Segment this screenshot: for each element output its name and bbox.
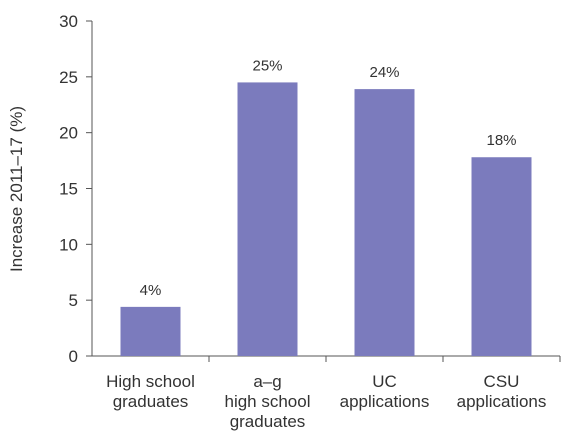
data-label: 4% <box>140 282 162 299</box>
data-labels: 4% 25% 24% 18% <box>140 57 517 298</box>
y-tick-label: 5 <box>69 291 78 310</box>
y-tick-label: 30 <box>59 12 78 31</box>
x-tick-label: a–g high school graduates <box>224 372 310 431</box>
bar <box>237 82 298 357</box>
y-tick-label: 0 <box>69 347 78 366</box>
x-tick-label-line: High school <box>106 372 195 391</box>
bar <box>354 89 415 356</box>
x-tick-label: UC applications <box>340 372 430 411</box>
x-tick-label-line: CSU <box>484 372 520 391</box>
bar <box>471 157 532 356</box>
x-tick-label: High school graduates <box>106 372 195 411</box>
x-tick-label-line: applications <box>340 392 430 411</box>
x-tick-label-line: graduates <box>113 392 189 411</box>
x-tick-label-line: UC <box>372 372 397 391</box>
y-tick-label: 20 <box>59 124 78 143</box>
x-tick-label-line: graduates <box>230 412 306 431</box>
x-tick-label-line: high school <box>224 392 310 411</box>
y-tick-label: 15 <box>59 180 78 199</box>
x-tick-label: CSU applications <box>457 372 547 411</box>
bars <box>120 82 532 357</box>
x-tick-label-line: applications <box>457 392 547 411</box>
y-tick-label: 10 <box>59 235 78 254</box>
y-axis-label: Increase 2011–17 (%) <box>7 106 26 272</box>
data-label: 25% <box>252 57 282 74</box>
y-tick-label: 25 <box>59 68 78 87</box>
data-label: 18% <box>486 132 516 149</box>
data-label: 24% <box>369 64 399 81</box>
x-tick-label-line: a–g <box>253 372 281 391</box>
bar <box>120 306 181 356</box>
